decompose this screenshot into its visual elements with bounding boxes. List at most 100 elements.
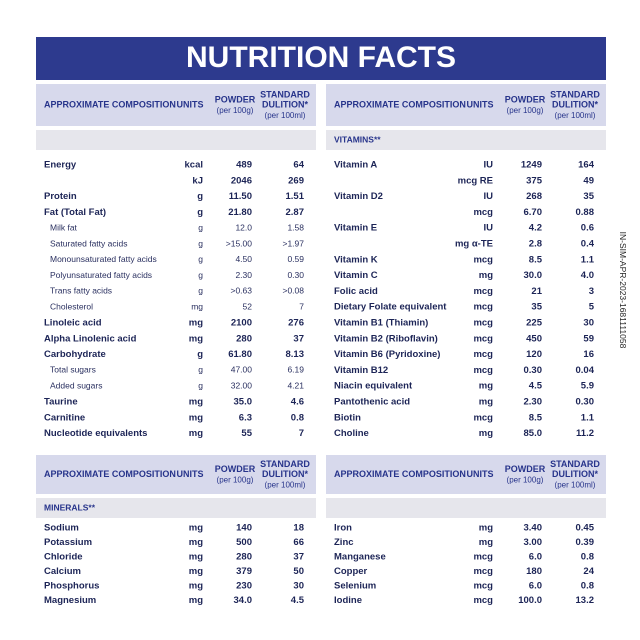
row-standard: 0.04	[576, 365, 595, 376]
row-unit: mg	[189, 428, 203, 439]
header-powder: POWDER	[505, 464, 546, 474]
header-standard-sub: DULITION*	[552, 469, 598, 479]
row-standard: 30	[293, 581, 304, 592]
row-powder: 0.30	[524, 365, 543, 376]
row-unit: g	[197, 191, 203, 202]
header-bg	[36, 84, 316, 126]
row-standard: 1.1	[581, 412, 595, 423]
header-powder-note: (per 100g)	[507, 106, 544, 115]
row-name: Vitamin B1 (Thiamin)	[334, 318, 428, 329]
row-powder: 4.2	[529, 223, 542, 234]
row-powder: 489	[236, 160, 252, 171]
row-powder: 55	[241, 428, 252, 439]
row-unit: IU	[484, 223, 494, 234]
row-unit: mg	[189, 595, 203, 606]
row-name: Biotin	[334, 412, 361, 423]
row-powder: 35	[531, 302, 542, 313]
row-unit: mg	[479, 523, 493, 534]
row-powder: 6.3	[239, 412, 252, 423]
row-powder: 379	[236, 566, 252, 577]
row-powder: 2046	[231, 175, 252, 186]
header-units: UNITS	[177, 469, 204, 479]
row-powder: 180	[526, 566, 542, 577]
row-standard: 35	[583, 191, 594, 202]
row-standard: 7	[299, 428, 304, 439]
row-unit: g	[198, 238, 203, 248]
row-name: Iodine	[334, 595, 362, 606]
header-units: UNITS	[467, 469, 494, 479]
row-powder: 120	[526, 349, 542, 360]
row-powder: 2100	[231, 318, 252, 329]
title-banner	[36, 37, 606, 80]
row-standard: 5	[589, 302, 595, 313]
header-standard: STANDARD	[550, 89, 600, 99]
row-standard: 3	[589, 286, 594, 297]
row-unit: mg	[479, 397, 493, 408]
row-name: Potassium	[44, 537, 92, 548]
row-unit: mcg	[473, 318, 493, 329]
row-standard: 164	[578, 160, 595, 171]
row-powder: 230	[236, 581, 252, 592]
row-powder: 225	[526, 318, 543, 329]
header-powder-note: (per 100g)	[507, 476, 544, 485]
row-powder: 6.70	[524, 207, 543, 218]
row-name: Vitamin A	[334, 160, 377, 171]
row-name: Copper	[334, 566, 368, 577]
row-powder: 8.5	[529, 412, 543, 423]
row-standard: 0.30	[576, 397, 595, 408]
row-name: Protein	[44, 191, 77, 202]
row-unit: g	[198, 380, 203, 390]
row-standard: 37	[293, 333, 304, 344]
row-powder: 4.50	[235, 254, 252, 264]
section-bg	[36, 130, 316, 150]
row-name: Vitamin B6 (Pyridoxine)	[334, 349, 440, 360]
row-standard: 66	[293, 537, 304, 548]
row-unit: mg	[189, 566, 203, 577]
header-powder-note: (per 100g)	[217, 106, 254, 115]
row-name: Vitamin K	[334, 254, 378, 265]
row-powder: 35.0	[234, 397, 253, 408]
header-bg	[326, 84, 606, 126]
header-standard-sub: DULITION*	[262, 99, 308, 109]
row-name: Trans fatty acids	[50, 286, 112, 296]
row-name: Magnesium	[44, 595, 96, 606]
header-standard-sub: DULITION*	[262, 469, 308, 479]
row-powder: 2.30	[524, 397, 543, 408]
row-unit: g	[198, 270, 203, 280]
row-unit: mcg	[473, 566, 493, 577]
row-powder: 85.0	[524, 428, 543, 439]
row-powder: 34.0	[234, 595, 253, 606]
row-unit: mg	[479, 428, 493, 439]
row-name: Cholesterol	[50, 301, 93, 311]
row-unit: mcg	[473, 595, 493, 606]
row-standard: 4.6	[291, 397, 304, 408]
row-standard: 0.4	[581, 239, 595, 250]
row-name: Vitamin D2	[334, 191, 383, 202]
row-name: Vitamin B12	[334, 365, 388, 376]
row-standard: 18	[293, 523, 304, 534]
header-units: UNITS	[177, 99, 204, 109]
row-standard: 37	[293, 552, 304, 563]
row-unit: kcal	[185, 160, 204, 171]
row-standard: >0.08	[282, 286, 304, 296]
header-composition: APPROXIMATE COMPOSITION	[334, 99, 466, 109]
row-unit: mcg	[473, 286, 493, 297]
row-unit: g	[197, 349, 203, 360]
row-powder: 4.5	[529, 381, 543, 392]
row-name: Milk fat	[50, 222, 78, 232]
header-bg	[326, 455, 606, 494]
row-powder: 32.00	[231, 380, 253, 390]
row-name: Vitamin C	[334, 270, 378, 281]
row-unit: mg	[189, 552, 203, 563]
row-unit: g	[198, 286, 203, 296]
row-unit: mg	[189, 581, 203, 592]
row-standard: 0.8	[581, 552, 594, 563]
row-name: Saturated fatty acids	[50, 238, 128, 248]
header-composition: APPROXIMATE COMPOSITION	[44, 99, 176, 109]
row-powder: 8.5	[529, 254, 543, 265]
row-powder: >15.00	[226, 238, 253, 248]
header-powder: POWDER	[505, 94, 546, 104]
row-unit: mcg	[473, 254, 493, 265]
row-unit: mcg	[473, 365, 493, 376]
